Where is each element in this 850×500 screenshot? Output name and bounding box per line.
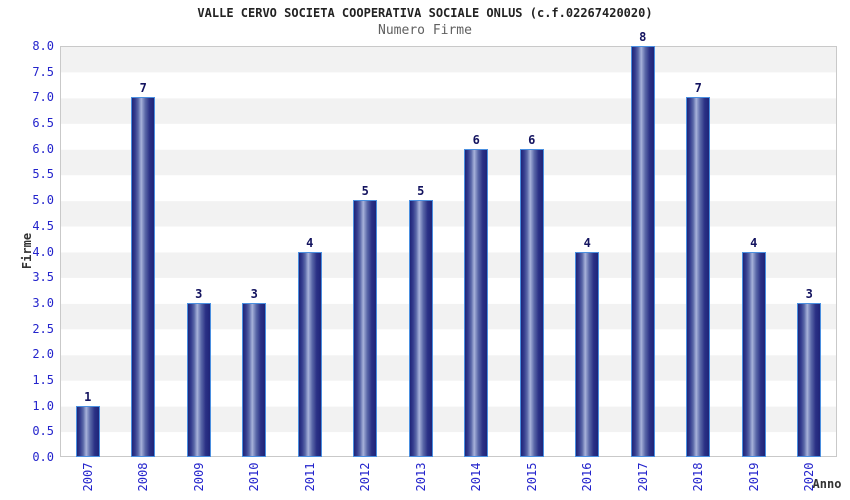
x-tick-label-2010: 2010 — [247, 462, 262, 492]
x-tick-label-2019: 2019 — [746, 462, 761, 492]
y-axis-title: Firme — [20, 232, 34, 270]
chart-subtitle: Numero Firme — [378, 23, 472, 38]
x-tick-label-2016: 2016 — [580, 462, 595, 492]
bar-2009 — [186, 302, 211, 457]
bar-2013 — [408, 200, 433, 457]
bar-2015 — [519, 148, 544, 457]
y-tick-label: 4.5 — [32, 218, 54, 233]
bar-2017 — [630, 46, 655, 457]
y-tick-label: 5.0 — [32, 193, 54, 208]
bar-value-label: 3 — [805, 286, 813, 301]
y-tick-label: 2.5 — [32, 321, 54, 336]
bar-2012 — [353, 200, 378, 457]
bar-value-label: 4 — [750, 235, 758, 250]
x-tick-label-2015: 2015 — [524, 462, 539, 492]
y-tick-label: 0.0 — [32, 450, 54, 464]
y-tick-label: 6.5 — [32, 116, 54, 131]
bar-2008 — [131, 97, 156, 457]
bar-value-label: 6 — [472, 132, 480, 147]
bar-value-label: 1 — [84, 389, 92, 404]
y-tick-label: 7.5 — [32, 64, 54, 79]
bar-value-label: 7 — [694, 81, 702, 96]
bar-2019 — [741, 251, 766, 457]
bar-value-label: 3 — [250, 286, 258, 301]
bar-2010 — [242, 302, 267, 457]
bar-2011 — [297, 251, 322, 457]
bar-value-label: 6 — [528, 132, 536, 147]
y-tick-label: 5.5 — [32, 167, 54, 182]
x-axis-title: Anno — [812, 477, 842, 491]
bar-2007 — [75, 405, 100, 457]
x-tick-label-2008: 2008 — [136, 462, 151, 492]
x-tick-label-2017: 2017 — [635, 462, 650, 492]
bar-value-label: 8 — [639, 30, 647, 44]
x-tick-label-2012: 2012 — [358, 462, 373, 492]
y-tick-label: 6.0 — [32, 141, 54, 156]
x-tick-label-2014: 2014 — [469, 462, 484, 492]
bar-value-label: 4 — [306, 235, 314, 250]
bar-value-label: 5 — [361, 184, 369, 199]
y-tick-label: 2.0 — [32, 347, 54, 362]
bar-value-label: 4 — [583, 235, 591, 250]
x-tick-label-2013: 2013 — [413, 462, 428, 492]
bar-value-label: 5 — [417, 184, 425, 199]
bar-2020 — [797, 302, 822, 457]
y-tick-label: 1.5 — [32, 372, 54, 387]
bar-value-label: 3 — [195, 286, 203, 301]
bar-2016 — [575, 251, 600, 457]
y-tick-label: 1.0 — [32, 398, 54, 413]
x-tick-label-2009: 2009 — [191, 462, 206, 492]
bar-2014 — [464, 148, 489, 457]
x-tick-label-2018: 2018 — [691, 462, 706, 492]
bar-value-label: 7 — [139, 81, 147, 96]
x-tick-label-2011: 2011 — [302, 462, 317, 492]
plot-area — [60, 46, 837, 457]
y-tick-label: 3.0 — [32, 295, 54, 310]
y-tick-label: 3.5 — [32, 270, 54, 285]
y-tick-label: 4.0 — [32, 244, 54, 259]
y-tick-label: 8.0 — [32, 39, 54, 53]
y-tick-label: 7.0 — [32, 90, 54, 105]
chart-title: VALLE CERVO SOCIETA COOPERATIVA SOCIALE … — [197, 6, 653, 20]
bar-2018 — [686, 97, 711, 457]
y-tick-label: 0.5 — [32, 424, 54, 439]
x-tick-label-2007: 2007 — [80, 462, 95, 492]
